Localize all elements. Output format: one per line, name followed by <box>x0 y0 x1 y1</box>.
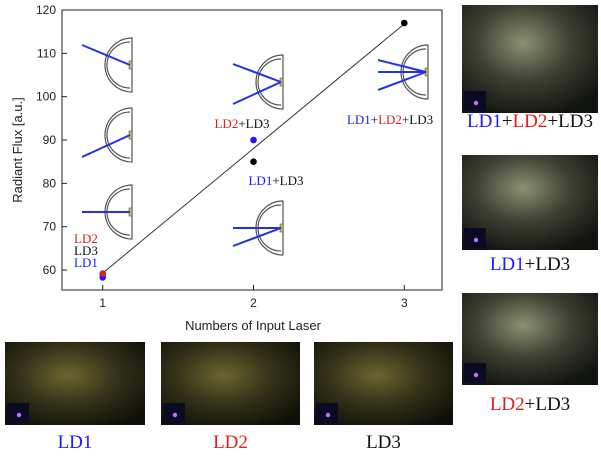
y-tick-label: 110 <box>37 46 56 60</box>
rich-label: LD1 <box>74 255 98 270</box>
label-part: LD1 <box>58 432 93 453</box>
y-tick-label: 100 <box>36 90 56 104</box>
label-part: LD1 <box>467 111 502 132</box>
label-part: LD3 <box>366 432 401 453</box>
label-part: +LD3 <box>525 254 571 275</box>
photo-laser-spot <box>173 413 177 417</box>
label-part: LD1 <box>347 112 371 127</box>
data-point <box>401 20 408 27</box>
data-point <box>99 270 106 277</box>
y-tick-label: 80 <box>43 176 57 190</box>
photo-laser-spot <box>17 413 21 417</box>
label-part: LD1 <box>490 254 525 275</box>
rich-label: LD1 <box>58 432 93 453</box>
photo-device <box>316 403 338 423</box>
rich-label: LD2+LD3 <box>214 116 269 131</box>
label-part: LD2 <box>378 112 402 127</box>
x-tick-label: 3 <box>401 296 408 310</box>
data-point <box>250 158 257 165</box>
rich-label: LD3 <box>366 432 401 453</box>
label-part: + <box>502 111 513 132</box>
figure: Numbers of Input Laser Radiant Flux [a.u… <box>0 0 601 461</box>
schematics <box>82 38 428 255</box>
photo-device <box>7 403 29 423</box>
laser-ray <box>378 60 426 72</box>
label-part: LD2 <box>490 394 525 415</box>
data-point <box>250 137 257 144</box>
x-tick-label: 2 <box>250 296 257 310</box>
photo-laser-spot <box>474 238 478 242</box>
x-tick-label: 1 <box>99 296 106 310</box>
rich-label: LD1+LD2+LD3 <box>467 111 593 132</box>
rich-label: LD2 <box>213 432 248 453</box>
fit-line <box>103 24 405 273</box>
laser-ray <box>378 72 426 90</box>
laser-ray <box>233 82 281 104</box>
laser-ray <box>233 228 281 246</box>
rich-label: LD1+LD3 <box>248 173 303 188</box>
laser-ray <box>82 45 130 65</box>
label-part: LD2 <box>213 432 248 453</box>
laser-ray <box>233 64 281 82</box>
y-tick-label: 120 <box>36 3 56 17</box>
label-part: LD1 <box>248 173 272 188</box>
label-part: +LD3 <box>525 394 571 415</box>
x-axis-title: Numbers of Input Laser <box>185 318 322 333</box>
photo-laser-spot <box>474 101 478 105</box>
photo-device <box>464 91 486 111</box>
label-part: +LD3 <box>238 116 269 131</box>
label-part: +LD3 <box>272 173 303 188</box>
photo-laser-spot <box>474 373 478 377</box>
label-part: +LD3 <box>547 111 593 132</box>
rich-label: LD1+LD2+LD3 <box>347 112 433 127</box>
y-tick-label: 90 <box>43 133 57 147</box>
photo-laser-spot <box>326 413 330 417</box>
y-tick-label: 70 <box>43 220 57 234</box>
y-axis-title: Radiant Flux [a.u.] <box>10 97 25 203</box>
label-part: LD2 <box>214 116 238 131</box>
label-part: +LD3 <box>402 112 433 127</box>
photo-device <box>163 403 185 423</box>
photo-device <box>464 363 486 383</box>
label-part: LD1 <box>74 255 98 270</box>
label-part: + <box>371 112 378 127</box>
laser-ray <box>82 135 130 157</box>
y-tick-label: 60 <box>43 263 57 277</box>
rich-label: LD2+LD3 <box>490 394 570 415</box>
rich-label: LD1+LD3 <box>490 254 570 275</box>
label-part: LD2 <box>513 111 548 132</box>
photo-device <box>464 228 486 248</box>
